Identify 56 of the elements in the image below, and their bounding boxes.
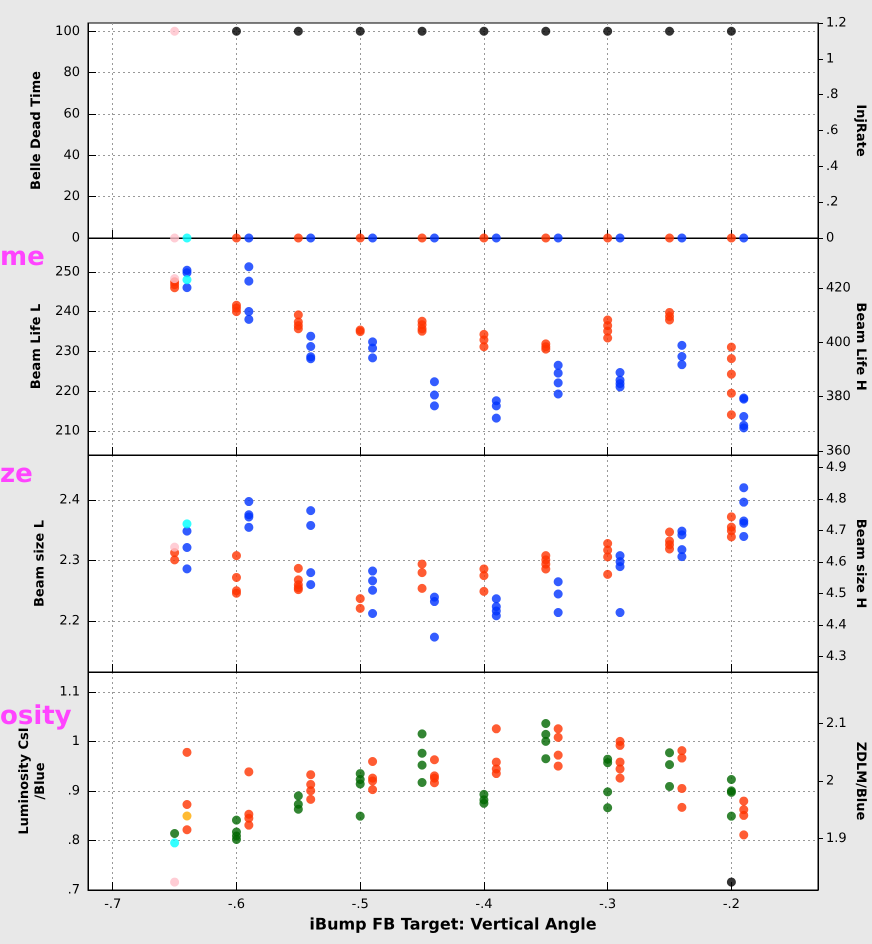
y2-tick-label: 1.9	[826, 830, 847, 846]
y-tick-label: 240	[55, 304, 80, 320]
y-tick-label: 230	[55, 344, 80, 359]
y2-tick-label: 360	[826, 443, 851, 458]
y-tick-label: 220	[55, 384, 80, 399]
y2-axis-title: ZDLM/Blue	[853, 742, 868, 820]
y-tick-label: 20	[63, 189, 80, 204]
y2-tick-label: 4.6	[826, 554, 847, 570]
y-tick-label: 0	[72, 230, 80, 246]
y2-axis-title: Beam size H	[853, 518, 868, 608]
x-tick-label: -.5	[352, 897, 369, 912]
x-tick-label: -.6	[228, 897, 246, 912]
text: ze	[0, 459, 33, 489]
x-tick-label: -.3	[599, 897, 616, 912]
y-axis-title: Beam Life L	[28, 304, 44, 390]
y2-tick-label: .8	[826, 87, 838, 102]
y2-tick-label: 380	[826, 389, 851, 404]
y2-tick-label: 400	[826, 334, 851, 350]
y2-axis-title: InjRate	[853, 104, 868, 157]
y2-tick-label: 2.1	[826, 716, 847, 732]
y-tick-label: .8	[68, 832, 80, 848]
y-axis-title: Belle Dead Time	[28, 70, 44, 190]
y2-tick-label: 4.7	[826, 522, 847, 538]
y2-axis-title: Beam Life H	[853, 302, 868, 391]
y-tick-label: 1	[72, 734, 80, 749]
y-tick-label: 40	[63, 148, 80, 163]
y-tick-label: 80	[63, 65, 80, 80]
y2-tick-label: 4.5	[826, 586, 847, 601]
x-tick-label: -.2	[722, 897, 740, 912]
y2-tick-label: 4.3	[826, 648, 847, 664]
y2-tick-label: 2	[826, 774, 834, 788]
y-tick-label: 2.3	[59, 552, 80, 568]
y2-tick-label: 4.9	[826, 460, 847, 476]
y-tick-label: .7	[68, 882, 80, 898]
y2-tick-label: 1.2	[826, 16, 847, 30]
y-tick-label: 1.1	[59, 684, 80, 700]
y-tick-label: 2.4	[59, 492, 80, 508]
y-tick-label: 2.2	[59, 614, 80, 629]
x-axis-title: iBump FB Target: Vertical Angle	[309, 914, 597, 934]
y-tick-label: 250	[55, 264, 80, 280]
y-tick-label: 100	[55, 24, 80, 39]
y-tick-label: 60	[63, 106, 80, 122]
text: me	[0, 242, 45, 272]
y2-tick-label: 4.8	[826, 492, 847, 507]
y2-tick-label: 0	[826, 230, 834, 246]
y2-tick-label: .6	[826, 123, 838, 138]
y2-tick-label: 420	[826, 280, 851, 296]
y-axis-title: Beam size L	[32, 520, 48, 607]
y-tick-label: 210	[55, 424, 80, 439]
y2-tick-label: 1	[826, 51, 834, 66]
x-tick-label: -.7	[104, 897, 122, 912]
y2-tick-label: .4	[826, 158, 838, 174]
y2-tick-label: .2	[826, 194, 838, 210]
x-tick-label: -.4	[475, 897, 492, 912]
y2-tick-label: 4.4	[826, 617, 847, 632]
y-tick-label: .9	[68, 783, 80, 798]
